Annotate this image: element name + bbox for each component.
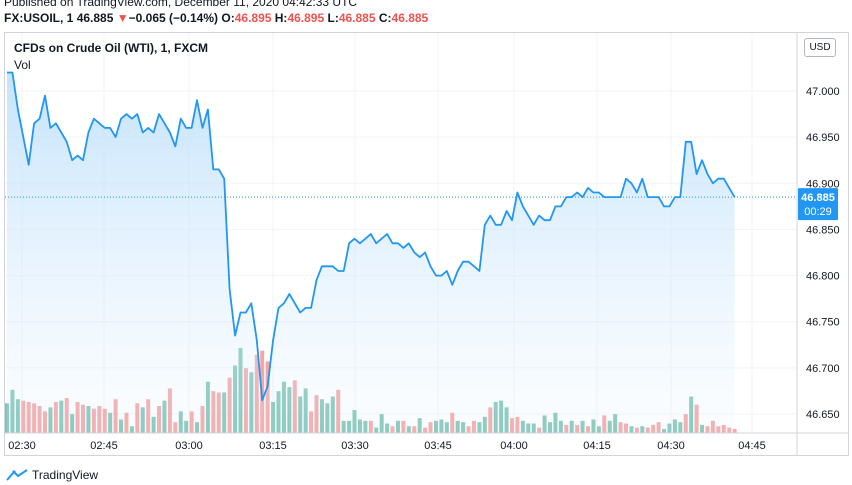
chart-title: CFDs on Crude Oil (WTI), 1, FXCM [14,41,208,55]
x-tick-label: 04:30 [657,440,685,452]
high-label: H: [274,11,288,25]
x-tick-label: 02:45 [90,440,118,452]
y-tick-label: 46.800 [806,271,840,283]
low-label: L: [327,11,339,25]
high-value: 46.895 [287,11,325,25]
y-tick-label: 46.750 [806,317,840,329]
close-label: C: [378,11,392,25]
x-tick-label: 03:00 [175,440,203,452]
change-value: −0.065 (−0.14%) [128,11,219,25]
x-tick-label: 02:30 [8,440,36,452]
footer-brand[interactable]: TradingView [6,468,98,482]
last-price-box [798,188,838,221]
y-tick-label: 46.700 [806,363,840,375]
close-value: 46.885 [391,11,429,25]
y-tick-label: 47.000 [806,86,840,98]
x-tick-label: 03:45 [424,440,452,452]
x-tick-label: 04:15 [583,440,611,452]
published-info: Published on TradingView.com, December 1… [4,0,358,9]
last-price-label: 46.885 [801,192,835,204]
brand-name: TradingView [32,468,99,482]
y-tick-label: 46.950 [806,132,840,144]
last-price: 46.885 [76,11,114,25]
price-area-fill [7,72,735,433]
volume-label: Vol [14,58,31,72]
volume-bar [732,428,737,433]
tradingview-logo-icon [6,469,28,481]
down-arrow-icon: ▼ [116,11,129,25]
x-tick-label: 03:15 [259,440,287,452]
y-tick-label: 46.900 [806,178,840,190]
x-tick-label: 04:00 [500,440,528,452]
countdown-label: 00:29 [804,206,832,218]
x-tick-label: 04:45 [738,440,766,452]
symbol-label: FX:USOIL, 1 [4,11,74,25]
last-price-badge: 46.885 00:29 [798,188,838,221]
x-tick-label: 03:30 [341,440,369,452]
price-line [7,71,736,402]
quote-line: FX:USOIL, 1 46.885 ▼−0.065 (−0.14%) O:46… [4,11,428,25]
currency-button[interactable]: USD [804,38,836,57]
y-tick-label: 46.650 [806,409,840,421]
y-tick-label: 46.850 [806,224,840,236]
price-area [7,72,735,433]
axes: 46.650 46.700 46.750 46.800 46.850 46.900 46.9… [5,33,849,456]
open-value: 46.895 [234,11,272,25]
open-label: O: [221,11,235,25]
price-line-layer [5,71,797,402]
low-value: 46.885 [338,11,376,25]
